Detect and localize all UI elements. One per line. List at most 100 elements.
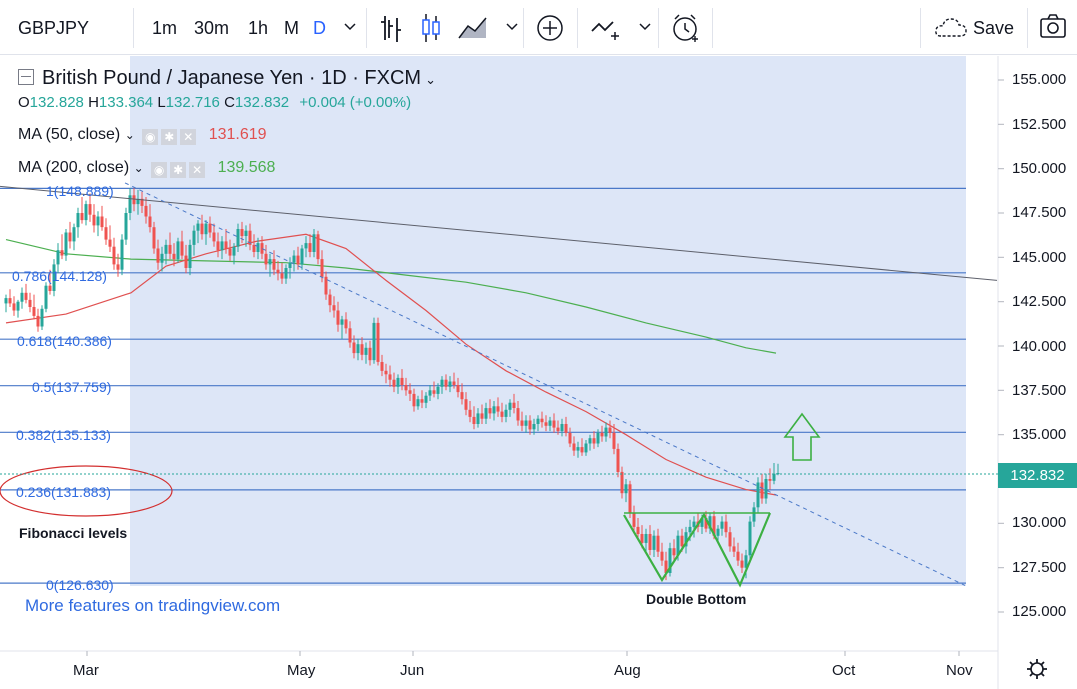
candle-body <box>220 241 224 251</box>
save-button[interactable]: Save <box>973 18 1015 38</box>
candle-body <box>108 239 112 247</box>
compare-button[interactable] <box>535 0 565 54</box>
candle-body <box>368 347 372 361</box>
candle-body <box>344 319 348 329</box>
fib-label-0382: 0.382(135.133) <box>16 427 111 443</box>
candle-body <box>592 438 596 444</box>
ma50-value: 131.619 <box>208 126 267 143</box>
toolbar-divider <box>712 8 713 48</box>
candle-body <box>340 319 344 325</box>
candle-body <box>492 406 496 414</box>
low-value: 132.716 <box>165 94 220 111</box>
bar-style-button[interactable] <box>378 0 404 54</box>
candle-body <box>16 301 20 311</box>
candle-body <box>24 292 28 300</box>
candle-body <box>76 213 80 228</box>
candle-body <box>656 535 660 552</box>
interval-dropdown[interactable] <box>343 0 357 54</box>
candle-body <box>372 322 376 361</box>
series-title[interactable]: British Pound / Japanese Yen · 1D · FXCM… <box>18 67 436 90</box>
candle-body <box>36 315 40 327</box>
interval-1m-button[interactable]: 1m <box>152 18 178 38</box>
alert-button[interactable] <box>670 0 702 54</box>
candle-body <box>204 223 208 235</box>
candle-body <box>424 395 428 403</box>
candle-body <box>96 216 100 226</box>
price-tick: 137.500 <box>1012 382 1067 399</box>
candle-body <box>144 205 148 217</box>
chevron-down-icon[interactable]: ⌄ <box>133 161 144 175</box>
candle-body <box>48 285 52 291</box>
tradingview-watermark-link[interactable]: More features on tradingview.com <box>25 596 281 615</box>
visibility-eye-icon[interactable]: ◉ <box>142 129 159 145</box>
candle-body <box>248 230 252 245</box>
candle-body <box>692 521 696 527</box>
indicators-dropdown[interactable] <box>638 0 652 54</box>
candle-body <box>712 516 716 536</box>
candle-body <box>688 526 692 533</box>
last-price-tag: 132.832 <box>998 463 1077 488</box>
collapse-legend-icon[interactable] <box>18 69 34 85</box>
fib-label-highlight-ellipse <box>0 465 173 517</box>
candle-body <box>188 244 192 268</box>
candle-body <box>32 307 36 316</box>
candle-body <box>452 381 456 385</box>
ma200-line <box>5 239 777 354</box>
interval-30m-button[interactable]: 30m <box>194 18 230 38</box>
candle-body <box>448 381 452 387</box>
toolbar-divider <box>366 8 367 48</box>
ma200-layer <box>5 239 777 354</box>
candle-body <box>420 399 424 403</box>
candle-body <box>364 347 368 355</box>
candle-body <box>196 223 200 231</box>
candle-body <box>512 402 516 408</box>
close-icon[interactable]: ✕ <box>189 162 206 178</box>
candle-body <box>148 216 152 228</box>
candle-body <box>724 521 728 533</box>
ma200-legend[interactable]: MA (200, close) ⌄ ◉ ✱ ✕ 139.568 <box>18 159 275 178</box>
screenshot-button[interactable] <box>1038 0 1068 54</box>
chevron-down-icon[interactable]: ⌄ <box>124 128 135 142</box>
chevron-down-icon[interactable]: ⌄ <box>425 72 436 87</box>
visibility-eye-icon[interactable]: ◉ <box>151 162 168 178</box>
toolbar-divider <box>658 8 659 48</box>
toolbar-divider <box>1027 8 1028 48</box>
interval-month-button[interactable]: M <box>284 18 299 38</box>
gear-icon[interactable]: ✱ <box>161 129 178 145</box>
candle-body <box>468 409 472 417</box>
candle-body <box>600 432 604 437</box>
candle-body <box>628 484 632 513</box>
ohlc-values: O132.828 H133.364 L132.716 C132.832 +0.0… <box>18 94 411 111</box>
indicators-icon <box>591 21 619 40</box>
candle-body <box>684 532 688 547</box>
fibonacci-note: Fibonacci levels <box>19 525 128 541</box>
symbol-search-button[interactable]: GBPJPY <box>18 18 90 38</box>
candle-body <box>252 244 256 252</box>
candle-body <box>560 424 564 432</box>
close-label: C <box>224 94 235 111</box>
ma50-legend[interactable]: MA (50, close) ⌄ ◉ ✱ ✕ 131.619 <box>18 126 267 145</box>
candle-body <box>92 214 96 226</box>
candle-body <box>768 479 772 481</box>
candle-body <box>240 229 244 237</box>
indicators-button[interactable] <box>589 0 625 54</box>
candle-body <box>484 408 488 419</box>
candle-style-button[interactable] <box>418 0 444 54</box>
area-style-button[interactable] <box>456 0 490 54</box>
chart-style-dropdown[interactable] <box>505 0 519 54</box>
ma50-label: MA (50, close) <box>18 126 121 143</box>
interval-day-button[interactable]: D <box>313 18 326 38</box>
gear-icon <box>1027 659 1047 679</box>
time-tick: Nov <box>946 662 973 679</box>
candle-body <box>104 227 108 240</box>
candle-body <box>456 385 460 393</box>
gear-icon[interactable]: ✱ <box>170 162 187 178</box>
candle-body <box>464 399 468 410</box>
candle-body <box>532 424 536 430</box>
candle-body <box>700 518 704 527</box>
interval-1h-button[interactable]: 1h <box>248 18 269 38</box>
close-icon[interactable]: ✕ <box>180 129 197 145</box>
candle-body <box>12 303 16 311</box>
cloud-save-icon-wrap[interactable] <box>933 0 969 54</box>
